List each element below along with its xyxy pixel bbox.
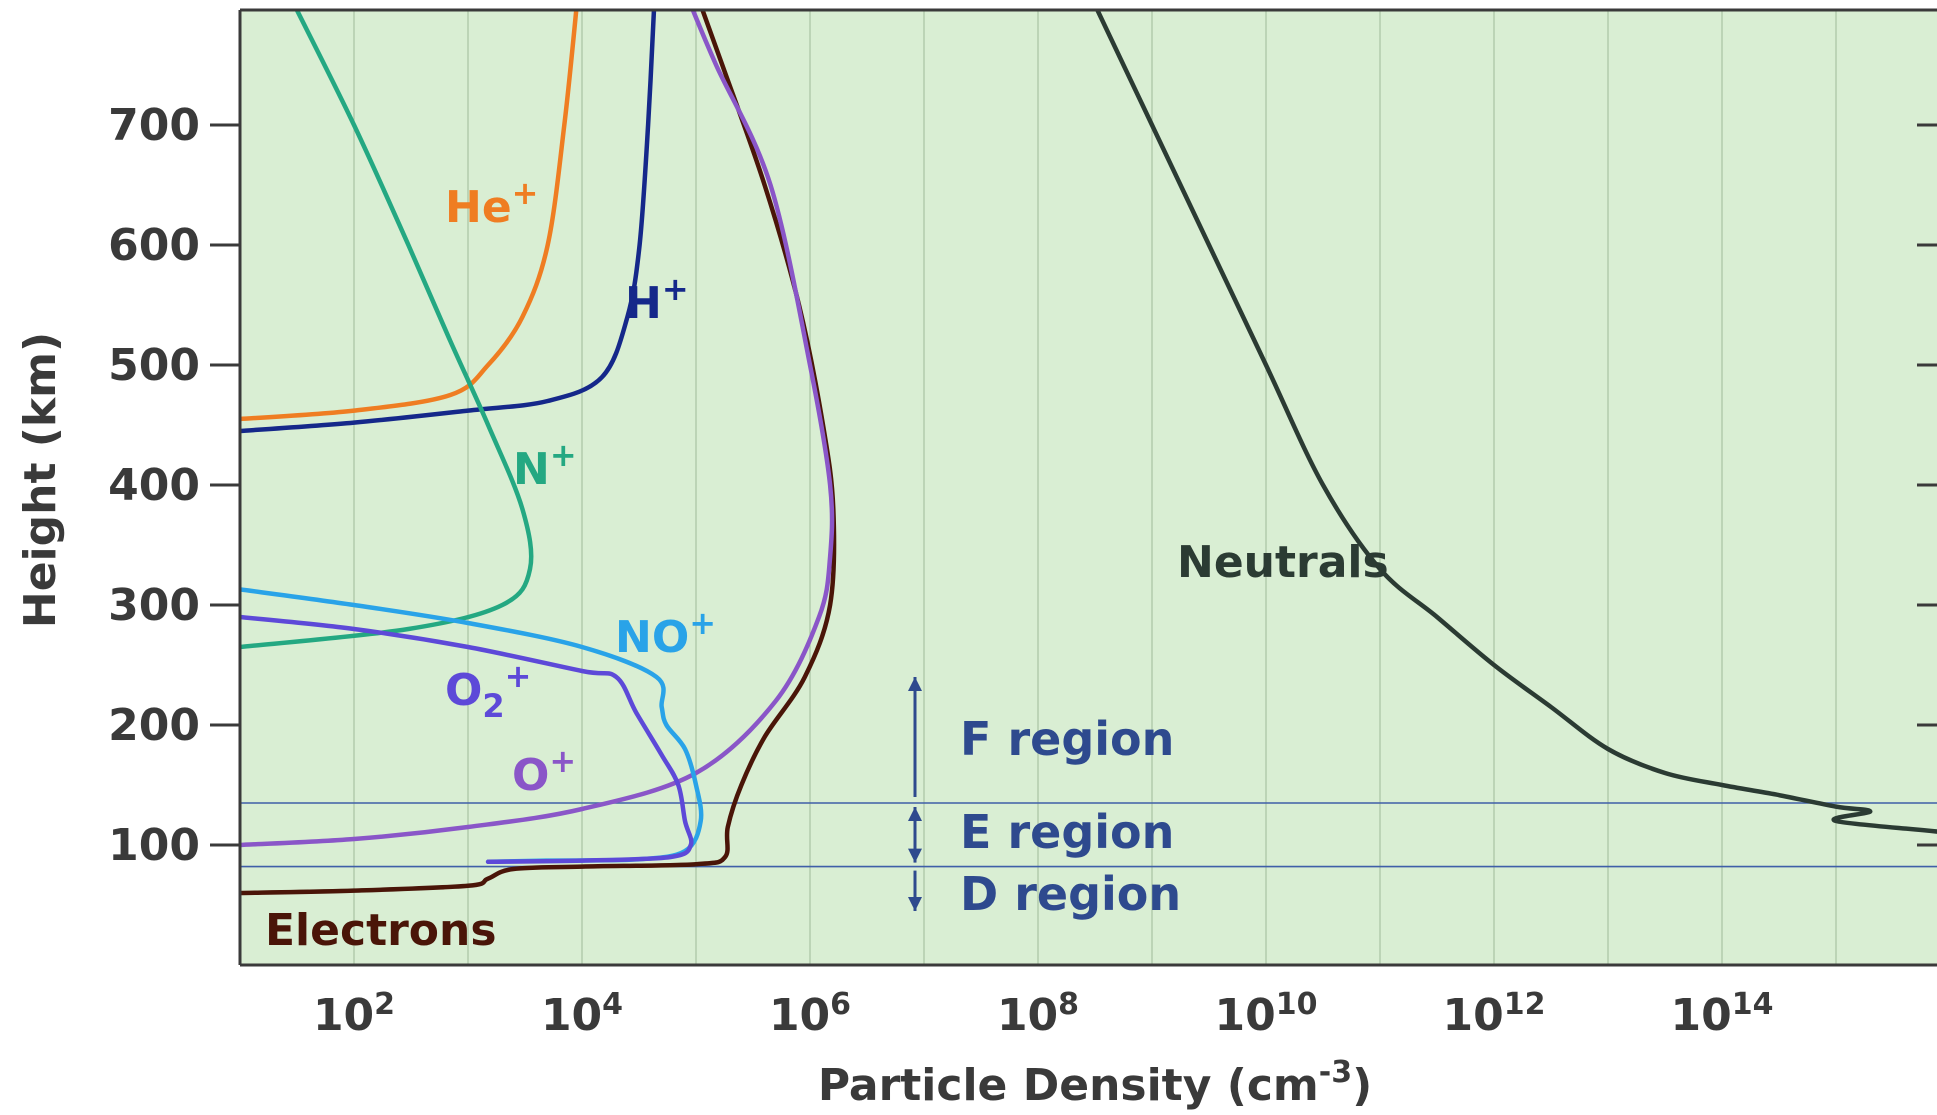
x-tick-exp: 12 (1504, 987, 1546, 1022)
x-tick-labels: 102 104 106 108 1010 1012 1014 (313, 987, 1774, 1041)
x-tick-base: 10 (313, 990, 374, 1041)
x-tick-label: 108 (997, 987, 1079, 1041)
axes (210, 8, 1937, 967)
arrowhead-down (908, 897, 922, 911)
series-label-text: H (625, 278, 662, 329)
series-label-text: NO (615, 612, 689, 663)
y-axis-title: Height (km) (15, 332, 66, 628)
grid-lines (353, 10, 1837, 965)
series-label-n-plus: N+ (513, 436, 577, 495)
series-line-n-plus (240, 10, 534, 650)
x-tick-label: 106 (769, 987, 851, 1041)
x-axis-title-sup: -3 (1319, 1055, 1352, 1090)
series-label-sup: + (512, 174, 539, 212)
x-tick-label: 104 (541, 987, 623, 1041)
x-tick-base: 10 (541, 990, 602, 1041)
series-line-neutrals (1094, 10, 1937, 834)
x-tick-base: 10 (769, 990, 830, 1041)
region-label-e: E region (960, 805, 1174, 859)
x-tick-base: 10 (997, 990, 1058, 1041)
x-tick-label: 1014 (1671, 987, 1774, 1041)
series-label-o2-plus: O2+ (445, 657, 531, 725)
x-tick-exp: 6 (830, 987, 851, 1022)
region-label-f: F region (960, 712, 1174, 766)
series-label-sup: + (550, 436, 577, 474)
y-tick-label: 400 (108, 460, 200, 511)
y-tick-label: 500 (108, 340, 200, 391)
x-tick-base: 10 (1215, 990, 1276, 1041)
x-tick-exp: 10 (1276, 987, 1318, 1022)
y-tick-labels: 100 200 300 400 500 600 700 (108, 100, 200, 871)
x-tick-base: 10 (1671, 990, 1732, 1041)
y-tick-label: 600 (108, 220, 200, 271)
y-tick-label: 200 (108, 700, 200, 751)
x-tick-exp: 4 (602, 987, 623, 1022)
x-axis-title-main: Particle Density (cm (818, 1060, 1319, 1111)
series-label-text: He (445, 182, 512, 233)
x-axis-title: Particle Density (cm-3) (818, 1055, 1372, 1111)
x-tick-label: 102 (313, 987, 395, 1041)
x-tick-exp: 14 (1732, 987, 1774, 1022)
series-label-sup: + (505, 657, 532, 695)
series-line-o-plus (240, 10, 835, 848)
series-line-he-plus (240, 10, 579, 422)
series-label-text: O (445, 665, 482, 716)
series-line-h-plus (240, 10, 657, 434)
x-tick-exp: 8 (1058, 987, 1079, 1022)
series-label-sub: 2 (482, 687, 504, 725)
series-label-o-plus: O+ (512, 742, 576, 801)
series-label-he-plus: He+ (445, 174, 538, 233)
x-tick-label: 1010 (1215, 987, 1318, 1041)
region-annotations: F region E region D region (908, 677, 1181, 921)
series-label-neutrals: Neutrals (1177, 537, 1389, 588)
arrowhead-down (908, 848, 922, 863)
series-label-no-plus: NO+ (615, 604, 716, 663)
series-label-text: Neutrals (1177, 537, 1389, 588)
series-line-o2-plus (240, 614, 694, 865)
region-label-d: D region (960, 867, 1181, 921)
series-label-electrons: Electrons (265, 905, 497, 956)
series-label-sup: + (689, 604, 716, 642)
series-label-text: O (512, 750, 549, 801)
arrowhead-up (908, 677, 922, 691)
plot-background (240, 10, 1937, 965)
series-label-text: Electrons (265, 905, 497, 956)
x-tick-exp: 2 (374, 987, 395, 1022)
arrowhead-up (908, 807, 922, 821)
x-tick-base: 10 (1443, 990, 1504, 1041)
y-tick-label: 100 (108, 820, 200, 871)
series-lines (240, 10, 1937, 896)
x-axis-title-suffix: ) (1352, 1060, 1372, 1111)
y-tick-label: 700 (108, 100, 200, 151)
x-tick-label: 1012 (1443, 987, 1546, 1041)
series-label-text: N (513, 444, 550, 495)
y-tick-label: 300 (108, 580, 200, 631)
series-label-sup: + (549, 742, 576, 780)
series-label-sup: + (662, 270, 689, 308)
series-label-h-plus: H+ (625, 270, 689, 329)
